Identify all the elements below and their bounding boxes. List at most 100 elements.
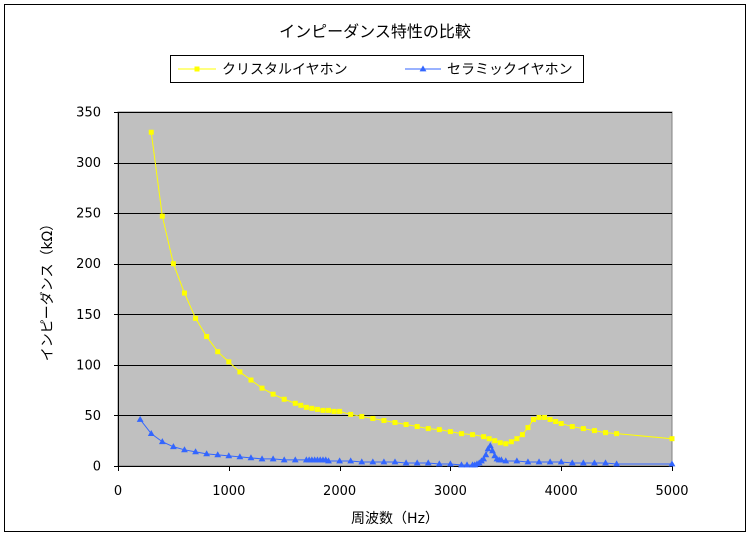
crystal-earphone-point: [481, 434, 487, 440]
ceramic-earphone-point: [336, 457, 343, 464]
y-axis-label: インピーダンス（kΩ）: [40, 217, 56, 362]
ceramic-earphone-point: [463, 461, 471, 468]
crystal-earphone-point: [497, 440, 503, 446]
crystal-earphone-point: [447, 429, 453, 435]
crystal-earphone-point: [270, 391, 276, 397]
ceramic-earphone-point: [668, 460, 676, 467]
y-tick-label: 200: [76, 257, 101, 272]
crystal-earphone-point: [580, 426, 586, 432]
ceramic-earphone-point: [380, 458, 388, 465]
crystal-earphone-point: [331, 408, 337, 414]
x-tick-label: 2000: [323, 484, 356, 499]
crystal-earphone-point: [531, 416, 536, 422]
ceramic-earphone-point: [147, 430, 155, 437]
ceramic-earphone-point: [557, 458, 565, 465]
crystal-earphone-point: [403, 422, 409, 428]
ceramic-earphone-point: [546, 458, 554, 465]
crystal-earphone-point: [320, 407, 326, 413]
ceramic-earphone-point: [579, 459, 587, 466]
ceramic-earphone-point: [435, 460, 443, 467]
ceramic-earphone-point: [413, 459, 421, 466]
ceramic-earphone-point: [258, 455, 266, 462]
y-tick-label: 0: [93, 460, 101, 475]
y-tick-label: 350: [76, 106, 101, 121]
crystal-earphone-point: [148, 129, 154, 135]
x-tick-label: 3000: [434, 484, 467, 499]
ceramic-earphone-point: [325, 457, 332, 464]
crystal-earphone-point: [381, 417, 387, 423]
ceramic-earphone-point: [214, 451, 222, 458]
ceramic-earphone-point: [424, 459, 432, 466]
ceramic-earphone-point: [497, 456, 505, 463]
crystal-earphone-point: [553, 418, 559, 424]
ceramic-earphone-point: [602, 459, 609, 466]
crystal-earphone-point: [542, 414, 548, 420]
crystal-earphone-point: [414, 424, 420, 430]
crystal-earphone-point: [470, 432, 476, 438]
gridlines: [118, 112, 672, 416]
ceramic-earphone-point: [347, 457, 355, 464]
ceramic-earphone-point: [192, 448, 199, 455]
ceramic-earphone-point: [402, 459, 410, 466]
crystal-earphone-point: [248, 377, 254, 383]
crystal-earphone-point: [514, 436, 520, 442]
crystal-earphone-point: [486, 436, 492, 442]
crystal-earphone-point: [458, 431, 464, 437]
legend: クリスタルイヤホン セラミックイヤホン: [170, 55, 584, 83]
y-tick-label: 300: [76, 156, 101, 171]
series-crystal-earphone: [148, 129, 675, 447]
axes: [114, 112, 673, 471]
crystal-earphone-point: [298, 402, 304, 408]
x-tick-label: 4000: [545, 484, 578, 499]
crystal-earphone-point: [614, 431, 620, 437]
ceramic-earphone-point: [480, 455, 488, 462]
crystal-earphone-point: [193, 315, 199, 321]
legend-marker-ceramic-earphone: [419, 65, 427, 72]
y-tick-labels: 0 50 100 150 200 250 300 350: [76, 106, 101, 475]
crystal-earphone-point: [359, 413, 365, 419]
legend-label-ceramic-earphone: セラミックイヤホン: [447, 62, 573, 78]
ceramic-earphone-point: [613, 460, 620, 467]
crystal-earphone-point: [348, 411, 354, 417]
ceramic-earphone-point: [486, 442, 494, 449]
ceramic-earphone-point: [524, 458, 532, 465]
y-tick-label: 250: [76, 207, 101, 222]
legend-label-crystal-earphone: クリスタルイヤホン: [222, 62, 348, 78]
ceramic-earphone-point: [489, 447, 496, 454]
crystal-earphone-point: [226, 359, 232, 365]
ceramic-earphone-point: [391, 458, 399, 465]
crystal-earphone-point: [536, 414, 542, 420]
y-tick-label: 150: [76, 308, 101, 323]
x-axis-label: 周波数（Hz）: [351, 511, 439, 527]
crystal-earphone-point: [181, 290, 187, 296]
x-tick-label: 5000: [655, 484, 688, 499]
ceramic-earphone-point: [170, 443, 177, 450]
crystal-earphone-point: [237, 369, 243, 375]
legend-sample-crystal-earphone: [178, 66, 216, 72]
ceramic-earphone-point: [291, 456, 299, 463]
crystal-earphone-point: [170, 261, 176, 267]
crystal-earphone-point: [425, 426, 431, 432]
crystal-earphone-point: [547, 416, 553, 422]
crystal-earphone-point: [326, 407, 332, 413]
legend-box: [170, 55, 584, 83]
crystal-earphone-point: [392, 420, 398, 426]
y-tick-label: 100: [76, 358, 101, 373]
ceramic-earphone-point: [136, 415, 144, 422]
legend-sample-ceramic-earphone: [405, 65, 441, 72]
ceramic-earphone-point: [482, 451, 490, 458]
series-ceramic-earphone: [136, 415, 676, 468]
crystal-earphone-point: [204, 334, 210, 340]
ceramic-earphone-point: [502, 457, 510, 464]
ceramic-earphone-point: [225, 452, 233, 459]
crystal-earphone-point: [292, 400, 298, 406]
x-tick-labels: 0 1000 2000 3000 4000 5000: [114, 484, 689, 499]
crystal-earphone-point: [436, 427, 442, 433]
crystal-earphone-point: [303, 404, 309, 410]
crystal-earphone-point: [159, 213, 165, 219]
crystal-earphone-point: [492, 438, 498, 444]
ceramic-earphone-point: [358, 458, 366, 465]
x-tick-label: 0: [114, 484, 122, 499]
crystal-earphone-point: [603, 430, 609, 436]
